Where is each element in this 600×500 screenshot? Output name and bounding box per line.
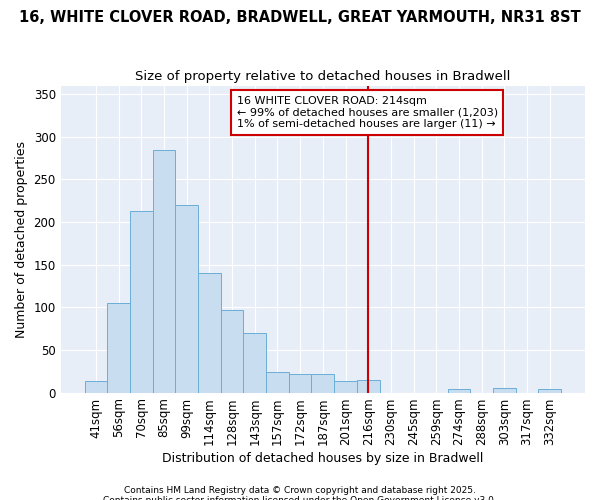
Bar [130, 211, 152, 392]
Bar [493, 388, 516, 392]
Text: Contains HM Land Registry data © Crown copyright and database right 2025.: Contains HM Land Registry data © Crown c… [124, 486, 476, 495]
Bar [85, 380, 107, 392]
Bar [334, 380, 357, 392]
Bar [152, 150, 175, 392]
Text: 16, WHITE CLOVER ROAD, BRADWELL, GREAT YARMOUTH, NR31 8ST: 16, WHITE CLOVER ROAD, BRADWELL, GREAT Y… [19, 10, 581, 25]
Title: Size of property relative to detached houses in Bradwell: Size of property relative to detached ho… [135, 70, 511, 83]
Bar [311, 374, 334, 392]
X-axis label: Distribution of detached houses by size in Bradwell: Distribution of detached houses by size … [162, 452, 484, 465]
Y-axis label: Number of detached properties: Number of detached properties [15, 140, 28, 338]
Bar [448, 389, 470, 392]
Bar [107, 303, 130, 392]
Bar [221, 310, 244, 392]
Bar [175, 205, 198, 392]
Bar [266, 372, 289, 392]
Bar [538, 389, 561, 392]
Bar [289, 374, 311, 392]
Text: Contains public sector information licensed under the Open Government Licence v3: Contains public sector information licen… [103, 496, 497, 500]
Bar [244, 333, 266, 392]
Bar [198, 273, 221, 392]
Text: 16 WHITE CLOVER ROAD: 214sqm
← 99% of detached houses are smaller (1,203)
1% of : 16 WHITE CLOVER ROAD: 214sqm ← 99% of de… [236, 96, 498, 129]
Bar [357, 380, 380, 392]
